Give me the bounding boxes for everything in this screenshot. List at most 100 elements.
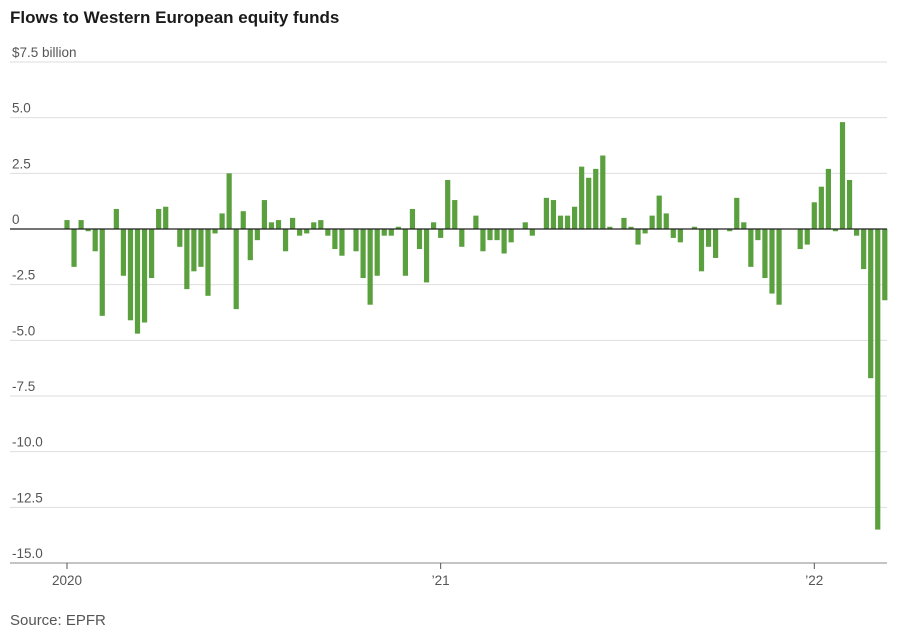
- bar: [663, 213, 669, 229]
- x-tick-label: ’22: [805, 573, 823, 588]
- bar: [297, 229, 303, 236]
- bar: [734, 197, 740, 229]
- bar: [85, 229, 91, 232]
- bar: [64, 220, 70, 229]
- bar: [818, 186, 824, 229]
- bar: [423, 229, 430, 283]
- bar: [282, 229, 289, 252]
- bar: [332, 229, 338, 250]
- bar: [635, 229, 641, 245]
- bar: [776, 229, 782, 305]
- bar: [134, 229, 141, 334]
- bar: [311, 222, 317, 229]
- bar: [367, 229, 373, 305]
- bar: [572, 206, 578, 229]
- bar: [431, 222, 437, 229]
- bar: [459, 229, 465, 247]
- bar: [494, 229, 500, 241]
- bar: [445, 180, 451, 229]
- bar: [113, 208, 119, 229]
- y-tick-label: -7.5: [12, 379, 35, 394]
- bar: [78, 220, 84, 229]
- bar: [388, 229, 394, 236]
- bar: [868, 229, 874, 379]
- bar: [240, 211, 246, 229]
- bar: [304, 229, 310, 234]
- y-tick-label: -2.5: [12, 268, 35, 283]
- y-tick-label: -12.5: [12, 490, 43, 505]
- bar: [522, 222, 528, 229]
- bar: [875, 229, 881, 530]
- bar: [381, 229, 387, 236]
- bar: [804, 229, 810, 245]
- bar: [755, 229, 761, 241]
- bar: [127, 229, 134, 321]
- bar: [797, 229, 803, 250]
- bar: [212, 229, 218, 234]
- bar: [529, 229, 535, 236]
- bar: [656, 195, 662, 229]
- bar: [586, 177, 592, 229]
- bar: [339, 229, 345, 256]
- bars: [64, 122, 888, 530]
- bar: [649, 215, 655, 229]
- bar: [254, 229, 260, 241]
- bar: [579, 166, 585, 229]
- bar: [564, 215, 571, 229]
- y-tick-label: 2.5: [12, 156, 31, 171]
- bar: [409, 208, 416, 229]
- bar: [198, 229, 204, 267]
- bar: [705, 229, 712, 247]
- x-tick-label: 2020: [52, 573, 82, 588]
- bar: [543, 197, 549, 229]
- bar: [508, 229, 514, 243]
- bar: [832, 229, 839, 232]
- bar: [501, 229, 507, 254]
- bar: [861, 229, 867, 270]
- bar: [769, 229, 775, 294]
- bar: [713, 229, 719, 258]
- y-tick-label: 5.0: [12, 101, 31, 116]
- bar: [600, 155, 606, 229]
- bar: [205, 229, 211, 296]
- bar: [226, 173, 232, 229]
- bar: [846, 180, 853, 229]
- bar: [741, 222, 747, 229]
- bar: [628, 226, 634, 229]
- bar: [360, 229, 366, 278]
- source-note: Source: EPFR: [10, 612, 106, 629]
- bar: [402, 229, 408, 276]
- axes: $7.5 billion 5.0 2.5 0 -2.5 -5.0 -7.5 -10.0 -12.…: [10, 45, 887, 588]
- bar: [670, 229, 676, 238]
- chart-title: Flows to Western European equity funds: [10, 8, 340, 27]
- bar: [691, 226, 698, 229]
- bar: [854, 229, 860, 236]
- bar: [268, 222, 275, 229]
- y-tick-label: -10.0: [12, 435, 43, 450]
- bar: [99, 229, 105, 316]
- bar: [557, 215, 564, 229]
- x-tick-label: ’21: [432, 573, 450, 588]
- bar: [318, 220, 324, 229]
- bar: [156, 208, 162, 229]
- bar: [825, 168, 831, 229]
- bar: [811, 202, 817, 229]
- bar: [120, 229, 126, 276]
- bar: [473, 215, 479, 229]
- bar: [642, 229, 648, 234]
- y-tick-label: -15.0: [12, 546, 43, 561]
- y-tick-label: 0: [12, 212, 20, 227]
- bar: [607, 226, 613, 229]
- bar: [191, 229, 197, 272]
- bar: [395, 226, 401, 229]
- bar: [353, 229, 359, 252]
- y-tick-label: -5.0: [12, 323, 35, 338]
- bar: [290, 217, 296, 229]
- bar: [677, 229, 683, 243]
- bar: [416, 229, 423, 250]
- gridlines: [10, 61, 887, 508]
- bar: [92, 229, 98, 252]
- bar: [141, 229, 148, 323]
- bar: [480, 229, 486, 252]
